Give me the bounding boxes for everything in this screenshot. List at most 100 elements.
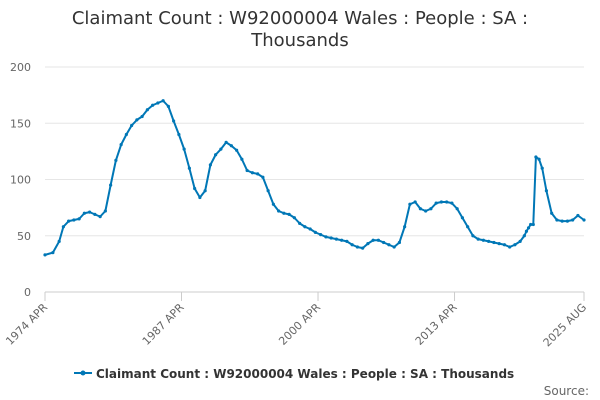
data-point[interactable] [513,243,517,247]
data-point[interactable] [466,225,470,229]
data-point[interactable] [292,216,296,220]
data-point[interactable] [103,209,107,213]
data-point[interactable] [476,237,480,241]
data-point[interactable] [529,222,533,227]
data-point[interactable] [109,183,113,187]
data-point[interactable] [266,189,270,193]
data-point[interactable] [429,207,433,211]
data-point[interactable] [450,201,454,205]
data-point[interactable] [345,239,349,243]
data-point[interactable] [214,153,218,157]
data-point[interactable] [51,251,55,255]
data-point[interactable] [508,245,512,249]
data-point[interactable] [392,245,396,249]
data-point[interactable] [229,144,233,148]
data-point[interactable] [397,240,401,245]
data-point[interactable] [43,253,47,257]
data-point[interactable] [313,230,317,234]
data-point[interactable] [524,229,529,233]
data-point[interactable] [57,239,61,243]
data-point[interactable] [93,212,97,216]
data-point[interactable] [502,243,507,247]
data-point[interactable] [497,242,501,246]
data-point[interactable] [219,147,223,151]
data-point[interactable] [308,227,312,231]
data-point[interactable] [550,211,554,215]
data-point[interactable] [72,218,76,222]
data-point[interactable] [298,221,302,225]
data-point[interactable] [371,238,375,242]
data-point[interactable] [177,132,181,137]
data-point[interactable] [82,211,86,215]
data-point[interactable] [124,132,128,137]
data-point[interactable] [140,114,144,119]
data-point[interactable] [145,108,149,112]
data-point[interactable] [366,242,370,246]
data-point[interactable] [114,158,118,162]
data-point[interactable] [455,207,459,211]
data-point[interactable] [193,186,197,191]
data-point[interactable] [203,189,207,193]
data-point[interactable] [256,172,260,176]
data-point[interactable] [156,101,160,105]
data-point[interactable] [172,119,176,123]
data-point[interactable] [67,219,71,223]
data-point[interactable] [277,209,281,213]
data-point[interactable] [182,147,186,151]
data-point[interactable] [135,118,139,122]
data-point[interactable] [481,238,486,242]
data-point[interactable] [282,211,286,215]
data-point[interactable] [88,210,92,214]
source-label[interactable]: Source: [544,384,589,398]
data-point[interactable] [350,243,354,247]
data-point[interactable] [319,233,323,237]
data-point[interactable] [403,225,407,229]
data-point[interactable] [418,207,422,211]
data-point[interactable] [130,123,134,128]
data-point[interactable] [224,140,228,144]
data-point[interactable] [526,226,531,230]
data-point[interactable] [413,200,417,204]
data-point[interactable] [271,202,275,206]
data-point[interactable] [387,243,391,247]
data-point[interactable] [544,189,549,193]
data-point[interactable] [560,219,564,223]
data-point[interactable] [531,222,535,227]
data-point[interactable] [439,200,444,204]
data-point[interactable] [582,218,586,222]
data-point[interactable] [240,157,244,161]
data-point[interactable] [198,195,202,200]
data-point[interactable] [518,239,522,243]
data-point[interactable] [555,218,559,222]
data-point[interactable] [161,99,165,103]
data-point[interactable] [434,201,438,205]
data-point[interactable] [287,212,291,216]
data-point[interactable] [382,240,386,245]
data-point[interactable] [445,200,449,204]
data-point[interactable] [376,238,380,242]
data-point[interactable] [303,225,307,229]
data-point[interactable] [361,246,365,250]
data-point[interactable] [187,166,191,170]
data-point[interactable] [571,218,575,222]
data-point[interactable] [408,202,412,206]
data-point[interactable] [540,166,544,170]
data-point[interactable] [324,235,328,239]
data-point[interactable] [261,175,265,179]
series-layer[interactable] [43,99,586,257]
data-point[interactable] [424,209,428,213]
data-point[interactable] [340,238,344,242]
data-point[interactable] [98,215,102,219]
data-point[interactable] [77,217,81,221]
data-point[interactable] [245,168,249,173]
data-point[interactable] [250,171,254,175]
data-point[interactable] [522,234,526,238]
data-point[interactable] [487,239,491,243]
data-point[interactable] [235,148,239,152]
data-point[interactable] [492,240,496,245]
data-point[interactable] [151,103,155,107]
data-point[interactable] [565,219,570,223]
data-point[interactable] [355,245,359,249]
data-point[interactable] [460,216,465,220]
data-point[interactable] [534,155,538,159]
